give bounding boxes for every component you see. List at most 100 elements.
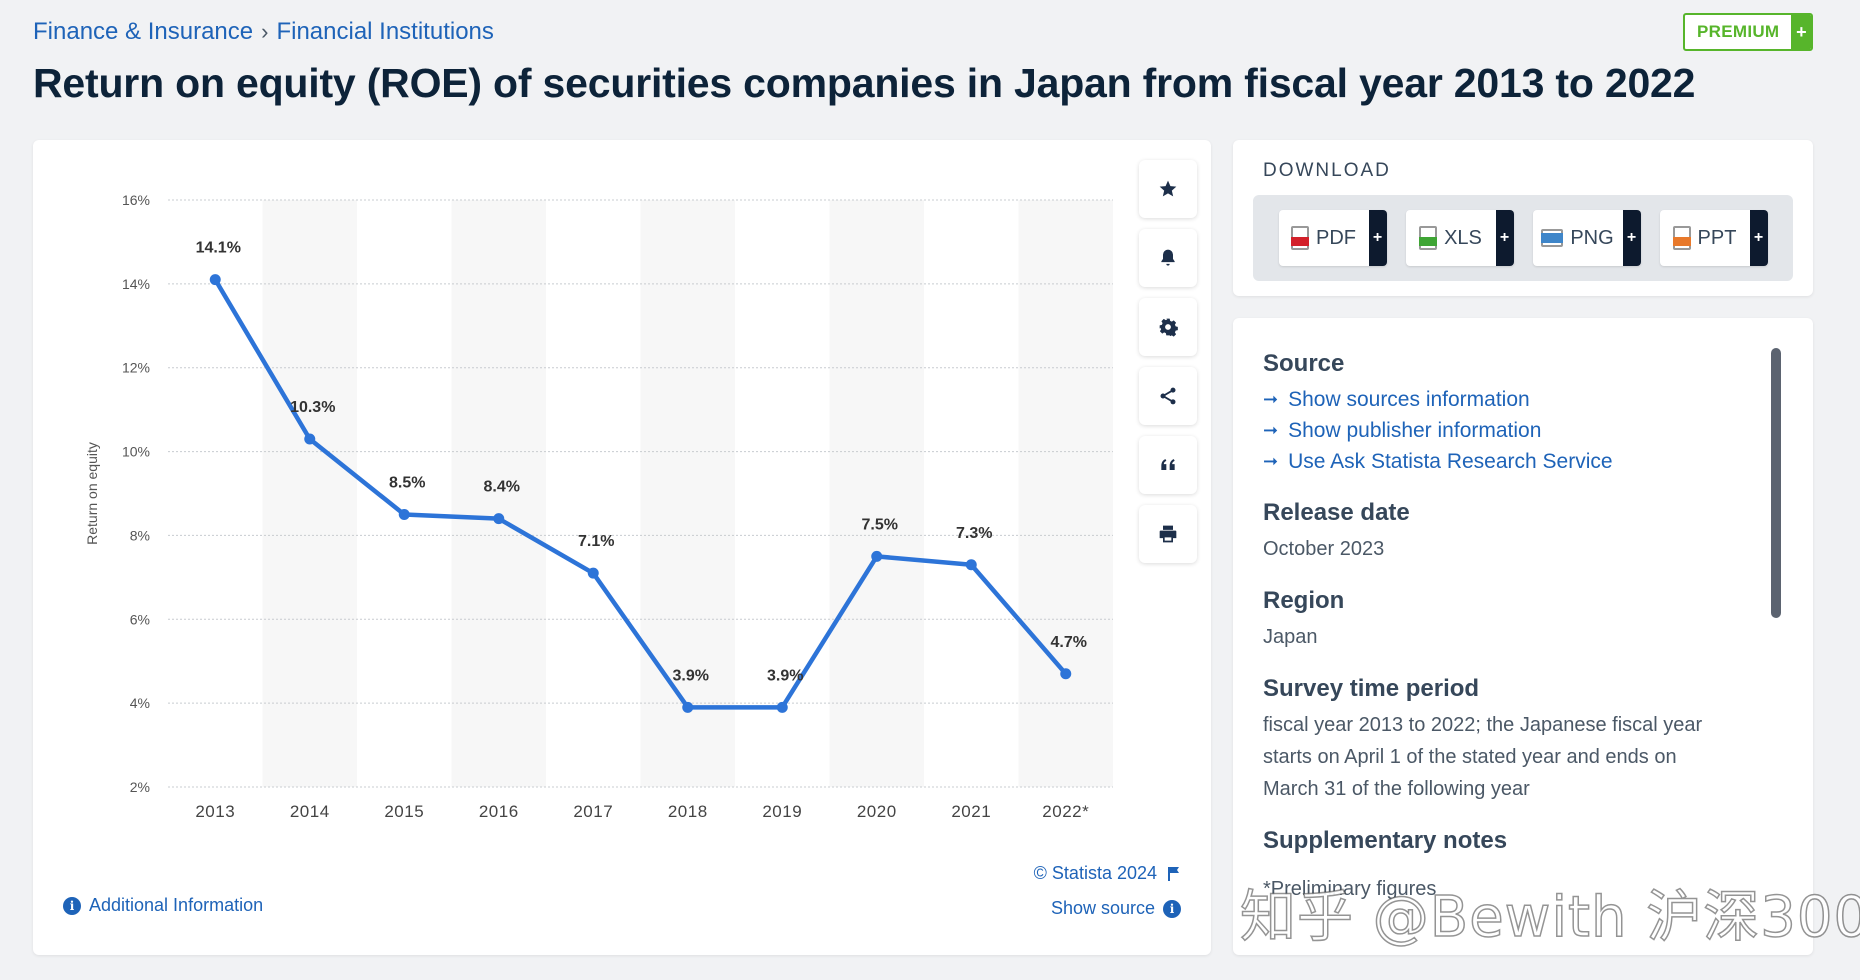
plus-icon: + [1622,210,1641,266]
download-png-button[interactable]: PNG + [1532,210,1641,266]
data-point [587,567,599,579]
survey-period-heading: Survey time period [1263,675,1480,702]
show-publisher-label: Show publisher information [1288,419,1542,442]
data-point [682,701,694,713]
statistic-details-card: Source ➞ Show sources information ➞ Show… [1233,318,1813,955]
plus-icon: + [1749,210,1768,266]
column-band [829,200,924,787]
download-title: DOWNLOAD [1263,160,1391,181]
release-date-heading: Release date [1263,499,1410,526]
gear-icon [1159,318,1178,337]
data-label: 3.9% [673,667,709,684]
series-line [213,277,1068,710]
download-xls-button[interactable]: XLS + [1405,210,1514,266]
data-label: 3.9% [767,667,803,684]
download-pdf-label: PDF [1316,226,1356,249]
xls-file-icon [1419,226,1438,250]
copyright-text: © Statista 2024 [1033,863,1157,883]
y-tick-label: 14% [122,276,150,292]
show-publisher-link[interactable]: ➞ Show publisher information [1263,415,1733,446]
copyright-link[interactable]: © Statista 2024 [1034,863,1181,884]
chart-card: 2% 4% 6% 8% 10% 12% 14% 16% 2013 2014 2015 2016 2017… [33,140,1211,955]
cite-button[interactable] [1139,436,1197,494]
breadcrumb-link-finance-insurance[interactable]: Finance & Insurance [33,18,254,45]
download-card: DOWNLOAD PDF + XLS + PNG + [1233,140,1813,296]
region-heading: Region [1263,587,1345,614]
arrow-right-icon: ➞ [1263,420,1279,440]
star-icon [1159,180,1177,197]
download-xls-label: XLS [1444,226,1482,249]
share-icon [1160,387,1176,405]
y-tick-label: 6% [130,611,150,627]
settings-button[interactable] [1139,298,1197,356]
region-value: Japan [1263,626,1318,648]
breadcrumb: Finance & Insurance › Financial Institut… [33,18,494,46]
data-point [304,433,316,445]
ask-statista-link[interactable]: ➞ Use Ask Statista Research Service [1263,446,1733,477]
survey-period-section: Survey time period fiscal year 2013 to 2… [1263,675,1733,805]
premium-plus: + [1791,15,1812,49]
page-title: Return on equity (ROE) of securities com… [33,60,1696,106]
quote-icon [1161,459,1175,470]
ask-statista-label: Use Ask Statista Research Service [1288,450,1613,473]
alert-button[interactable] [1139,229,1197,287]
premium-label: PREMIUM [1697,22,1780,41]
download-ppt-label: PPT [1697,226,1737,249]
share-button[interactable] [1139,367,1197,425]
y-tick-label: 12% [122,360,150,376]
statistic-details: Source ➞ Show sources information ➞ Show… [1263,350,1733,927]
bell-icon [1161,249,1175,266]
print-button[interactable] [1139,505,1197,563]
scrollbar[interactable] [1771,348,1781,618]
y-axis-label: Return on equity [84,442,100,545]
source-section: Source ➞ Show sources information ➞ Show… [1263,350,1733,477]
info-icon: i [1163,899,1181,918]
png-file-icon [1541,229,1564,247]
data-label: 10.3% [290,399,335,416]
x-tick-label: 2018 [668,802,708,821]
premium-badge[interactable]: PREMIUM + [1683,13,1814,51]
release-date-section: Release date October 2023 [1263,499,1733,565]
data-label: 14.1% [196,240,241,257]
data-label: 4.7% [1051,634,1087,651]
breadcrumb-link-financial-institutions[interactable]: Financial Institutions [276,18,494,45]
source-heading: Source [1263,350,1345,377]
download-png-label: PNG [1570,226,1614,249]
x-tick-label: 2017 [573,802,613,821]
x-tick-label: 2015 [384,802,424,821]
data-label: 7.3% [956,525,992,542]
data-point [871,550,883,562]
download-pdf-button[interactable]: PDF + [1278,210,1387,266]
column-band [262,200,357,787]
show-sources-label: Show sources information [1288,388,1530,411]
plus-icon: + [1495,210,1514,266]
ppt-file-icon [1672,226,1691,250]
print-icon [1159,525,1177,543]
flag-icon [1168,866,1179,881]
supplementary-notes-heading: Supplementary notes [1263,827,1508,854]
download-ppt-button[interactable]: PPT + [1659,210,1768,266]
show-source-label: Show source [1050,898,1155,918]
x-tick-label: 2016 [479,802,519,821]
x-tick-label: 2019 [762,802,802,821]
download-options: PDF + XLS + PNG + PPT + [1253,195,1793,281]
y-tick-label: 8% [130,527,150,543]
pdf-file-icon [1291,226,1309,250]
y-tick-label: 2% [130,779,150,795]
favorite-button[interactable] [1139,160,1197,218]
supplementary-notes-value: *Preliminary figures [1263,878,1437,900]
column-band [640,200,735,787]
supplementary-notes-section: Supplementary notes *Preliminary figures [1263,827,1733,905]
x-tick-label: 2020 [857,802,897,821]
data-point [493,513,505,525]
additional-info-link[interactable]: i Additional Information [63,895,263,916]
x-tick-label: 2014 [290,802,330,821]
data-label: 7.5% [862,516,898,533]
x-tick-label: 2021 [951,802,991,821]
show-source-link[interactable]: Show source i [1051,898,1181,919]
column-band [1018,200,1113,787]
additional-info-label: Additional Information [89,895,264,915]
data-point [776,701,788,713]
column-band [451,200,546,787]
show-sources-link[interactable]: ➞ Show sources information [1263,384,1733,415]
